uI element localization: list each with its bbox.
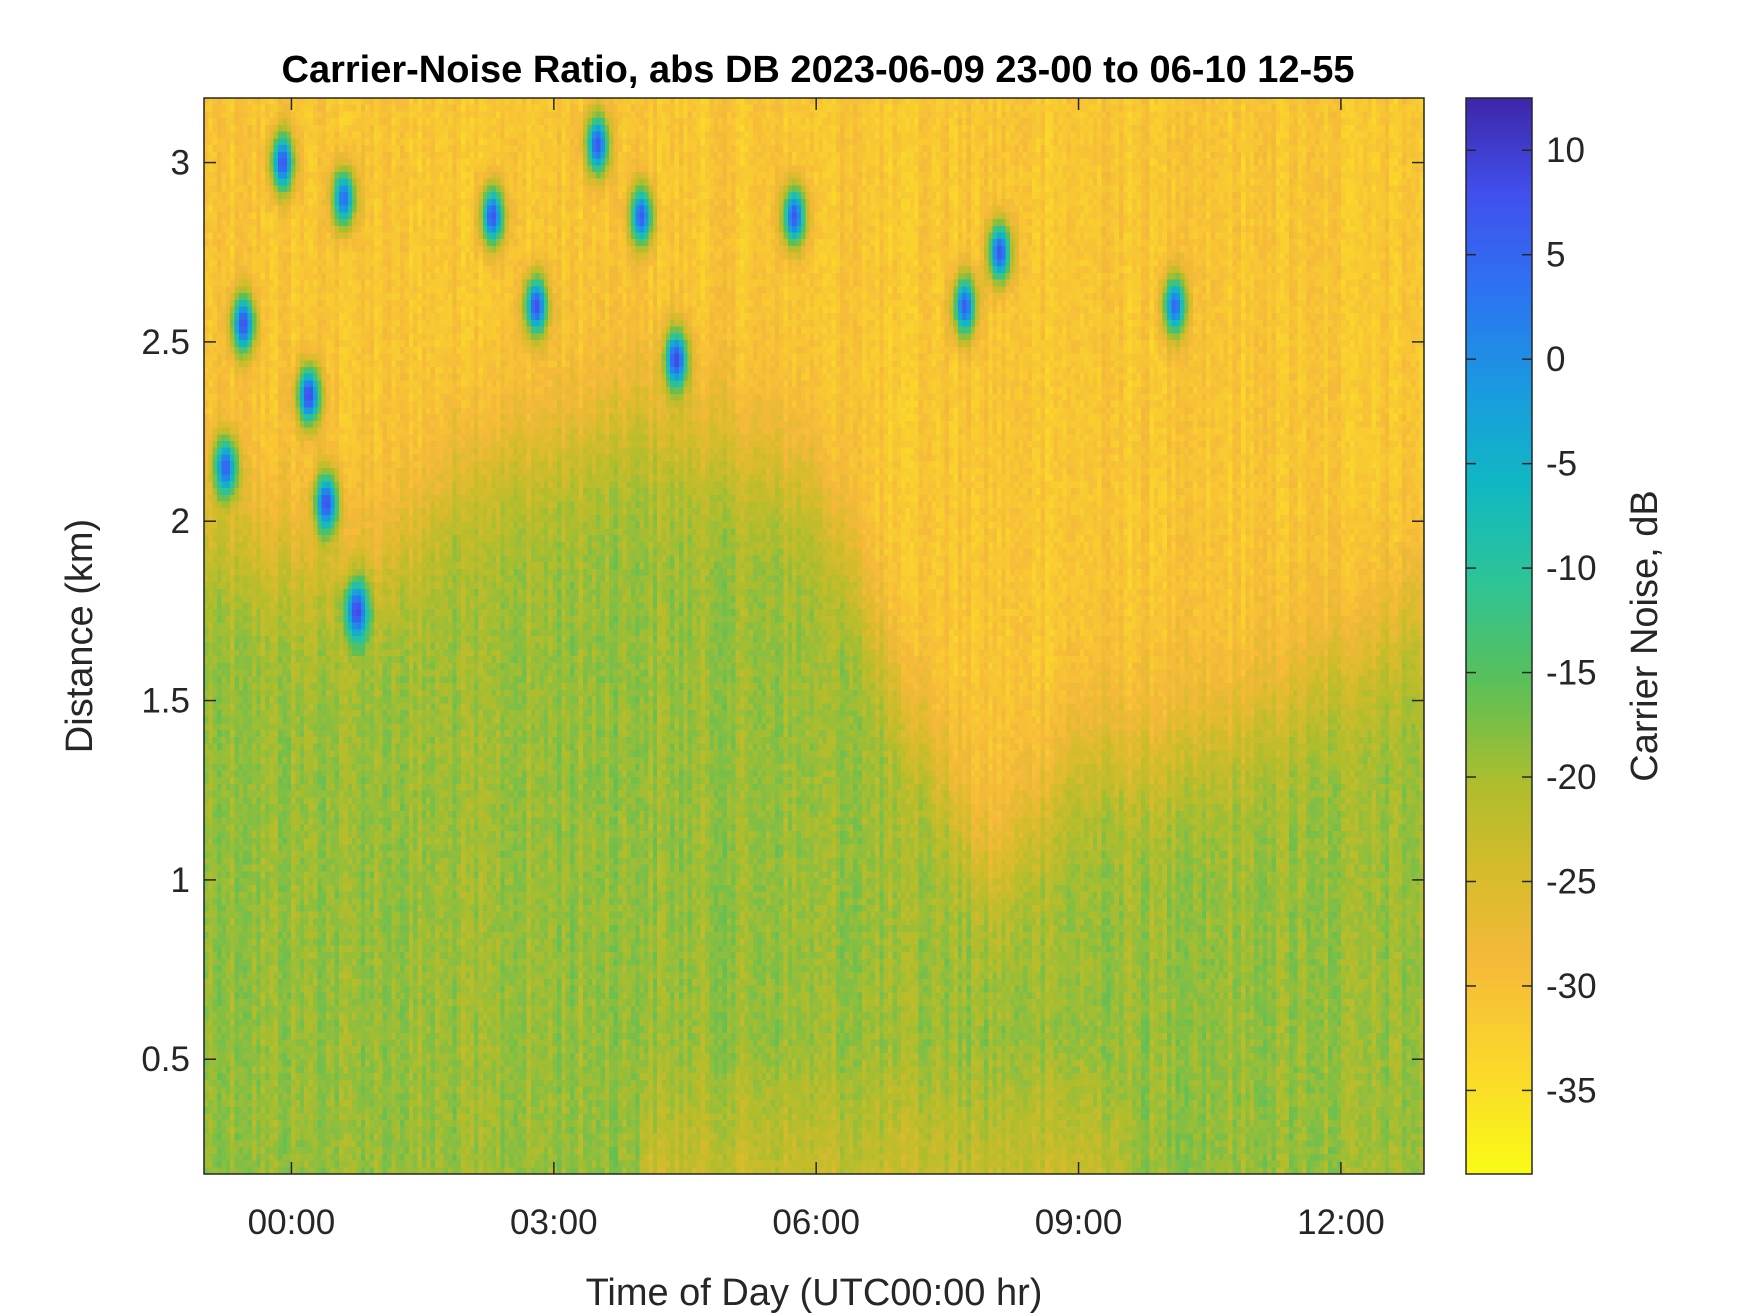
colorbar: 10 5 0 -5 -10 -15 -20 -25 -30 -35 Carrier Noise, … xyxy=(1465,97,1666,1175)
colorbar-tick-label: -30 xyxy=(1546,967,1597,1006)
plot-frame xyxy=(203,97,1425,1175)
colorbar-tick-label: -25 xyxy=(1546,862,1597,901)
x-axis: 00:00 03:00 06:00 09:00 12:00 xyxy=(248,98,1385,1242)
x-tick-label: 12:00 xyxy=(1297,1203,1385,1242)
heatmap-image xyxy=(204,98,1424,1174)
colorbar-ticks: 10 5 0 -5 -10 -15 -20 -25 -30 -35 xyxy=(1466,131,1597,1110)
x-tick-label: 00:00 xyxy=(248,1203,336,1242)
colorbar-gradient xyxy=(1465,97,1533,1175)
y-tick-label: 2.5 xyxy=(141,323,190,362)
x-tick-label: 09:00 xyxy=(1035,1203,1123,1242)
y-axis-label: Distance (km) xyxy=(59,519,101,753)
x-tick-label: 03:00 xyxy=(510,1203,598,1242)
colorbar-tick-label: -35 xyxy=(1546,1071,1597,1110)
y-tick-label: 2 xyxy=(171,502,190,541)
x-tick-label: 06:00 xyxy=(772,1203,860,1242)
plot-area xyxy=(203,97,1425,1175)
colorbar-tick-label: -5 xyxy=(1546,445,1577,484)
y-tick-label: 1.5 xyxy=(141,682,190,721)
colorbar-label: Carrier Noise, dB xyxy=(1624,490,1666,781)
x-axis-label: Time of Day (UTC00:00 hr) xyxy=(586,1272,1043,1313)
chart-title: Carrier-Noise Ratio, abs DB 2023-06-09 2… xyxy=(282,49,1355,91)
y-tick-label: 0.5 xyxy=(141,1040,190,1079)
colorbar-tick-label: -15 xyxy=(1546,654,1597,693)
y-axis: 0.5 1 1.5 2 2.5 3 xyxy=(141,144,1424,1079)
colorbar-tick-label: -10 xyxy=(1546,549,1597,588)
colorbar-tick-label: 10 xyxy=(1546,131,1585,170)
y-tick-label: 3 xyxy=(171,144,190,183)
colorbar-tick-label: -20 xyxy=(1546,758,1597,797)
y-tick-label: 1 xyxy=(171,861,190,900)
colorbar-tick-label: 0 xyxy=(1546,340,1565,379)
colorbar-tick-label: 5 xyxy=(1546,236,1565,275)
